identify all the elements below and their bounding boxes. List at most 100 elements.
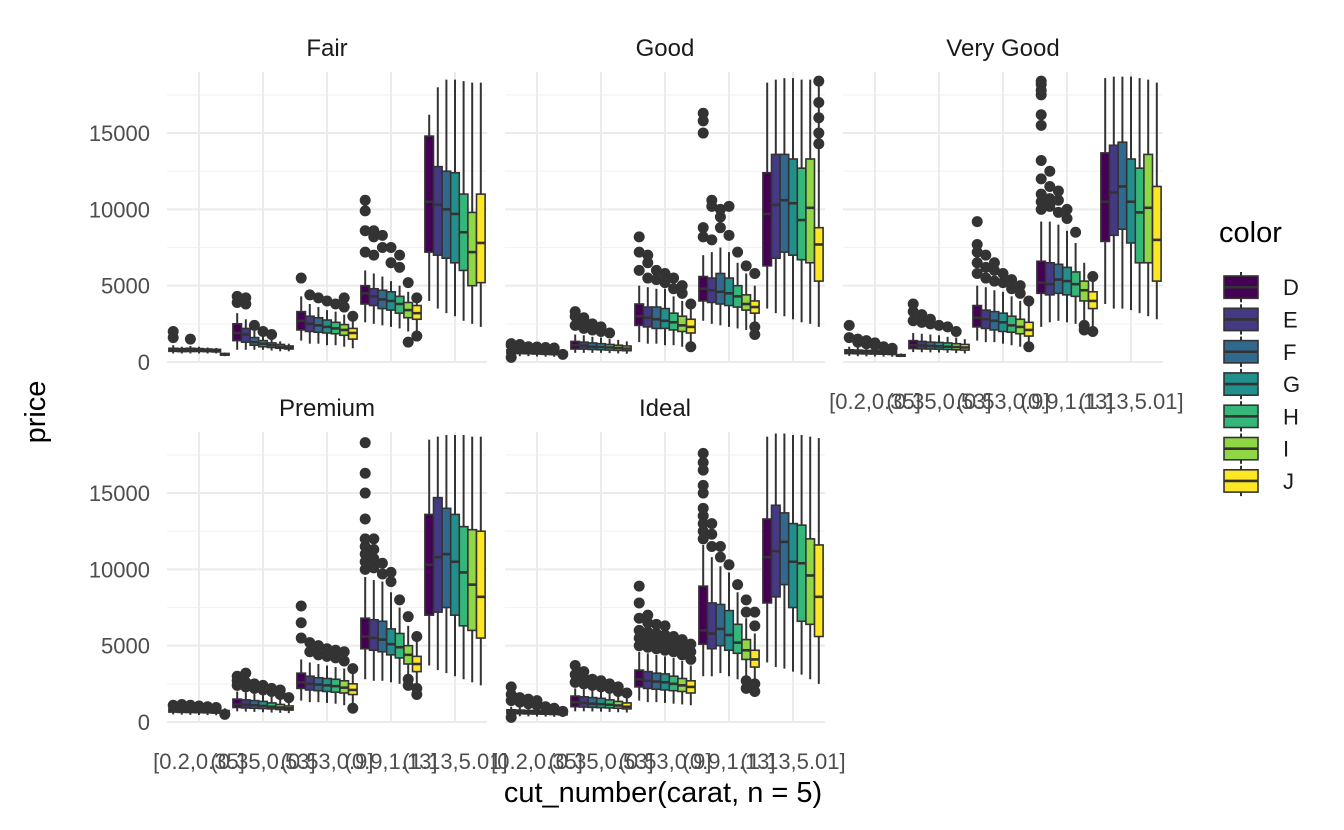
outlier-point (385, 566, 397, 578)
outlier-point (402, 673, 414, 685)
outlier-point (411, 330, 423, 342)
box-E (368, 618, 379, 652)
outlier-point (184, 699, 196, 711)
y-tick-label: 0 (138, 350, 150, 375)
outlier-point (240, 676, 252, 688)
outlier-point (505, 338, 517, 350)
outlier-point (394, 261, 406, 273)
box-D (698, 585, 709, 645)
outlier-point (971, 216, 983, 228)
outlier-point (359, 246, 371, 258)
box-D (1036, 260, 1047, 295)
outlier-point (697, 510, 709, 522)
outlier-point (843, 319, 855, 331)
outlier-point (368, 533, 380, 545)
outlier-point (531, 695, 543, 707)
outlier-point (676, 280, 688, 292)
outlier-point (505, 681, 517, 693)
outlier-point (595, 321, 607, 333)
box-J (1151, 185, 1162, 282)
legend-item-J: J (1223, 465, 1294, 497)
outlier-point (706, 234, 718, 246)
outlier-point (338, 301, 350, 313)
outlier-point (676, 287, 688, 299)
x-tick-label: [0.2,0.35] (153, 749, 245, 774)
outlier-point (347, 702, 359, 714)
outlier-point (860, 335, 872, 347)
outlier-point (697, 464, 709, 476)
outlier-point (1035, 109, 1047, 121)
outlier-point (843, 332, 855, 344)
outlier-point (714, 222, 726, 234)
outlier-point (304, 289, 316, 301)
outlier-point (642, 249, 654, 261)
outlier-point (685, 646, 697, 658)
outlier-point (394, 594, 406, 606)
outlier-point (304, 646, 316, 658)
outlier-point (633, 246, 645, 258)
outlier-point (1035, 119, 1047, 131)
outlier-point (697, 127, 709, 139)
outlier-point (231, 670, 243, 682)
outlier-point (231, 290, 243, 302)
outlier-point (338, 646, 350, 658)
outlier-point (714, 203, 726, 215)
outlier-point (886, 342, 898, 354)
outlier-point (266, 329, 278, 341)
box-G (723, 609, 735, 652)
outlier-point (659, 637, 671, 649)
box-J (475, 530, 486, 639)
outlier-point (578, 312, 590, 324)
box-I (677, 315, 688, 333)
outlier-point (813, 112, 825, 124)
box-I (467, 528, 478, 632)
outlier-point (997, 277, 1009, 289)
outlier-point (248, 319, 260, 331)
outlier-point (368, 553, 380, 565)
outlier-point (723, 559, 735, 571)
outlier-point (697, 525, 709, 537)
x-tick-label: [0.2,0.35] (491, 749, 583, 774)
x-tick-label: (0.35,0.53] (548, 749, 653, 774)
outlier-point (321, 295, 333, 307)
outlier-point (394, 249, 406, 261)
outlier-point (304, 637, 316, 649)
outlier-point (330, 298, 342, 310)
box-E (1108, 144, 1119, 237)
facet-title: Fair (306, 35, 347, 62)
outlier-point (988, 264, 1000, 276)
x-tick-label: (1.13,5.01] (402, 749, 507, 774)
outlier-point (359, 194, 371, 206)
box-G (787, 158, 799, 256)
outlier-point (578, 666, 590, 678)
outlier-point (697, 457, 709, 469)
outlier-point (749, 321, 761, 333)
outlier-point (1052, 185, 1064, 197)
legend-item-F: F (1223, 336, 1296, 367)
outlier-point (714, 211, 726, 223)
x-tick-label: (1.13,5.01] (740, 749, 845, 774)
outlier-point (1061, 203, 1073, 215)
outlier-point (1035, 173, 1047, 185)
x-tick-label: (0.53,0.9] (957, 389, 1050, 414)
x-tick-label: (0.53,0.9] (619, 749, 712, 774)
outlier-point (347, 663, 359, 675)
outlier-point (813, 138, 825, 150)
outlier-point (621, 687, 633, 699)
outlier-point (548, 342, 560, 354)
x-tick-label: (0.35,0.53] (210, 749, 315, 774)
outlier-point (219, 708, 231, 720)
outlier-point (338, 292, 350, 304)
facet-panel: Ideal [0.2,0.35](0.35,0.53](0.53,0.9](0.9… (491, 395, 845, 774)
box-F (377, 620, 388, 653)
legend-label: G (1283, 372, 1300, 397)
outlier-point (283, 692, 295, 704)
outlier-point (184, 333, 196, 345)
outlier-point (540, 342, 552, 353)
outlier-point (642, 634, 654, 646)
outlier-point (505, 711, 517, 723)
x-tick-label: (0.53,0.9] (281, 749, 374, 774)
outlier-point (330, 644, 342, 656)
outlier-point (1023, 295, 1035, 307)
outlier-point (852, 333, 864, 345)
